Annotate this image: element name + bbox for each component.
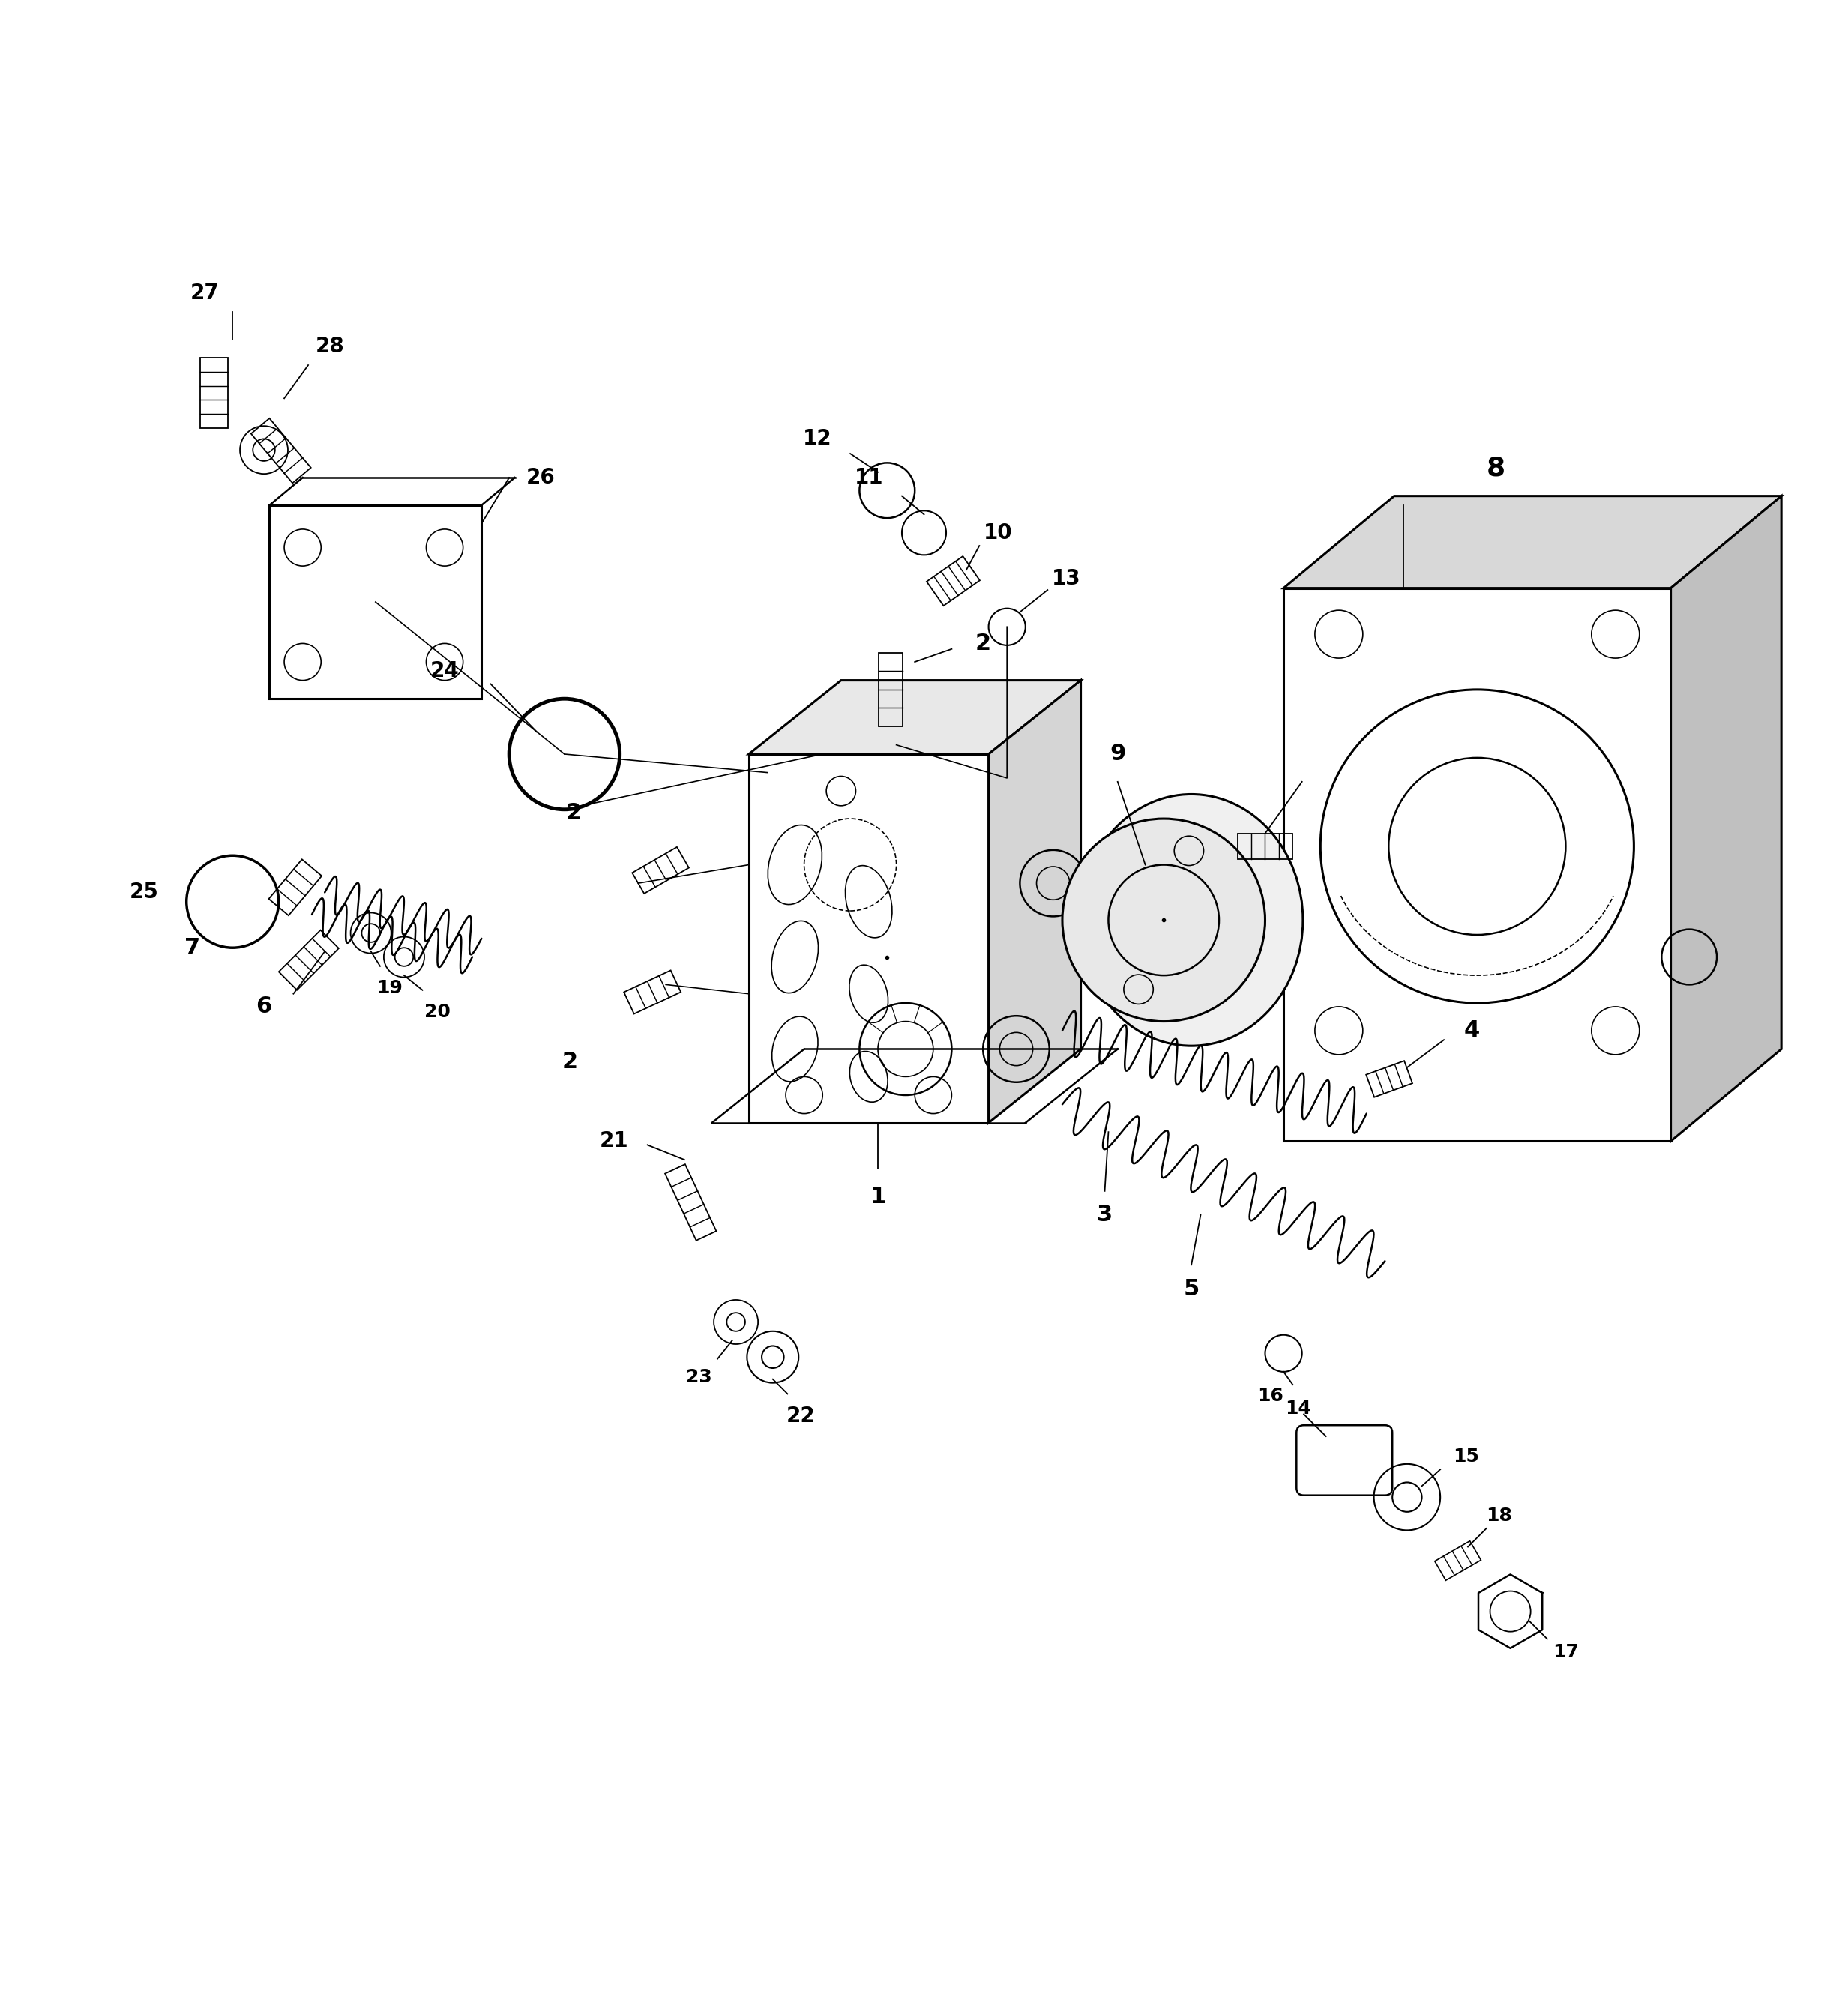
Text: 8: 8: [1486, 455, 1504, 481]
Text: 7: 7: [185, 937, 200, 959]
Text: 12: 12: [802, 429, 832, 449]
Text: 16: 16: [1258, 1386, 1284, 1404]
Polygon shape: [1284, 588, 1671, 1141]
Text: 11: 11: [854, 467, 883, 487]
Text: 6: 6: [255, 995, 272, 1017]
Polygon shape: [748, 754, 989, 1123]
Text: 21: 21: [601, 1131, 628, 1151]
Text: 19: 19: [377, 979, 403, 997]
Polygon shape: [1284, 495, 1781, 588]
Text: 2: 2: [565, 802, 582, 824]
FancyBboxPatch shape: [1297, 1424, 1392, 1494]
Text: 28: 28: [316, 337, 346, 357]
Text: 14: 14: [1284, 1400, 1312, 1418]
Polygon shape: [989, 680, 1081, 1123]
Text: 27: 27: [190, 283, 220, 303]
Text: 20: 20: [425, 1003, 451, 1021]
Text: 17: 17: [1552, 1643, 1578, 1661]
Text: 5: 5: [1183, 1278, 1199, 1300]
Text: 2: 2: [976, 632, 991, 654]
Circle shape: [1063, 818, 1266, 1021]
Ellipse shape: [1079, 794, 1303, 1045]
Polygon shape: [1671, 495, 1781, 1141]
Text: 15: 15: [1453, 1448, 1478, 1466]
Text: 18: 18: [1486, 1507, 1512, 1525]
Text: 4: 4: [1464, 1019, 1480, 1041]
Text: 1: 1: [870, 1186, 885, 1208]
Text: 24: 24: [431, 660, 458, 682]
Text: 2: 2: [562, 1051, 578, 1073]
Text: 23: 23: [686, 1368, 711, 1386]
Text: 22: 22: [785, 1406, 815, 1426]
Text: 3: 3: [1096, 1204, 1112, 1226]
Text: 10: 10: [983, 522, 1013, 544]
Polygon shape: [748, 680, 1081, 754]
Text: 25: 25: [129, 883, 159, 903]
Polygon shape: [270, 506, 482, 698]
Text: 9: 9: [1109, 744, 1125, 764]
Text: 13: 13: [1052, 568, 1081, 590]
Text: 26: 26: [527, 467, 554, 487]
